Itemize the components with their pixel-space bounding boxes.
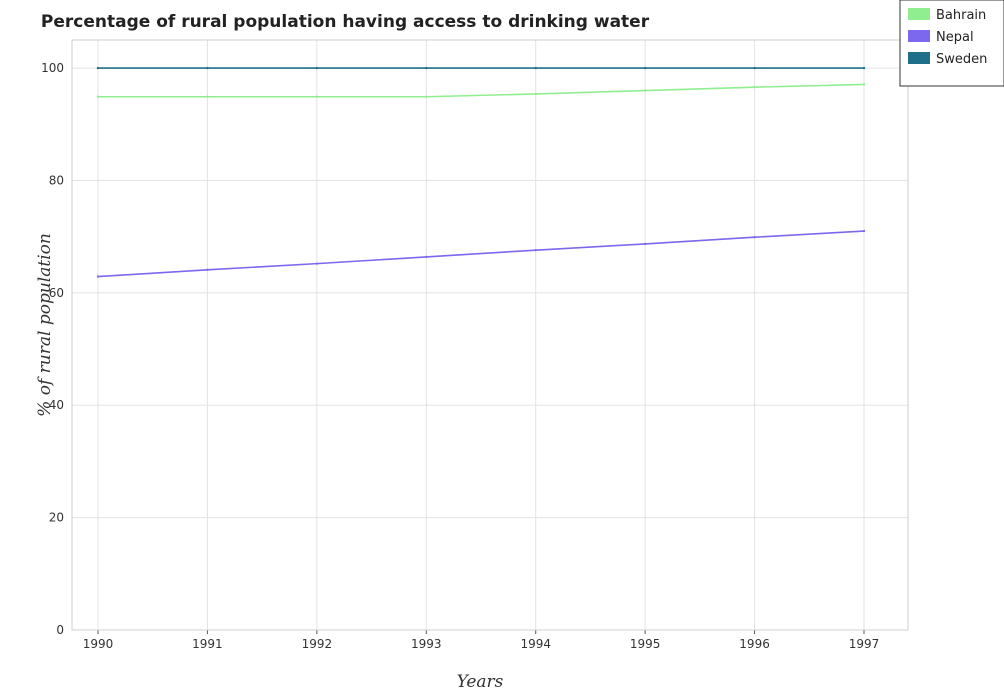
- legend-label-sweden: Sweden: [936, 52, 987, 67]
- x-tick-label: 1990: [83, 637, 114, 651]
- data-point-bahrain: [206, 96, 208, 98]
- data-point-sweden: [753, 67, 755, 69]
- grid: [72, 40, 908, 630]
- series-line-nepal: [98, 231, 864, 277]
- data-point-bahrain: [316, 96, 318, 98]
- data-point-nepal: [316, 262, 318, 264]
- plot-frame: [72, 40, 908, 630]
- x-tick-label: 1992: [302, 637, 333, 651]
- data-point-bahrain: [97, 96, 99, 98]
- data-point-nepal: [206, 269, 208, 271]
- data-point-sweden: [97, 67, 99, 69]
- data-point-sweden: [644, 67, 646, 69]
- data-point-sweden: [206, 67, 208, 69]
- legend-swatch-sweden: [908, 52, 930, 64]
- x-tick-label: 1997: [849, 637, 880, 651]
- legend-label-nepal: Nepal: [936, 30, 974, 45]
- data-point-nepal: [425, 256, 427, 258]
- legend-label-bahrain: Bahrain: [936, 8, 986, 23]
- series-line-bahrain: [98, 84, 864, 96]
- chart-title: Percentage of rural population having ac…: [41, 12, 650, 32]
- y-axis-label: % of rural population: [35, 233, 55, 417]
- y-tick-label: 0: [56, 623, 64, 637]
- x-tick-label: 1996: [739, 637, 770, 651]
- data-point-nepal: [863, 230, 865, 232]
- data-point-nepal: [644, 243, 646, 245]
- data-point-nepal: [535, 249, 537, 251]
- data-point-bahrain: [425, 96, 427, 98]
- data-point-sweden: [535, 67, 537, 69]
- data-point-bahrain: [644, 89, 646, 91]
- data-point-nepal: [753, 236, 755, 238]
- x-tick-label: 1995: [630, 637, 661, 651]
- x-axis-label: Years: [457, 672, 504, 692]
- y-tick-label: 100: [41, 61, 64, 75]
- data-point-bahrain: [863, 83, 865, 85]
- y-tick-label: 80: [49, 173, 64, 187]
- y-tick-label: 20: [49, 511, 64, 525]
- legend-swatch-nepal: [908, 30, 930, 42]
- series-lines: [97, 67, 865, 278]
- data-point-sweden: [863, 67, 865, 69]
- x-tick-label: 1993: [411, 637, 442, 651]
- data-point-sweden: [425, 67, 427, 69]
- data-point-bahrain: [535, 93, 537, 95]
- x-tick-label: 1991: [192, 637, 223, 651]
- x-tick-label: 1994: [520, 637, 551, 651]
- legend: Bahrain Nepal Sweden: [900, 0, 1004, 86]
- data-point-sweden: [316, 67, 318, 69]
- data-point-bahrain: [753, 86, 755, 88]
- data-point-nepal: [97, 275, 99, 277]
- legend-swatch-bahrain: [908, 8, 930, 20]
